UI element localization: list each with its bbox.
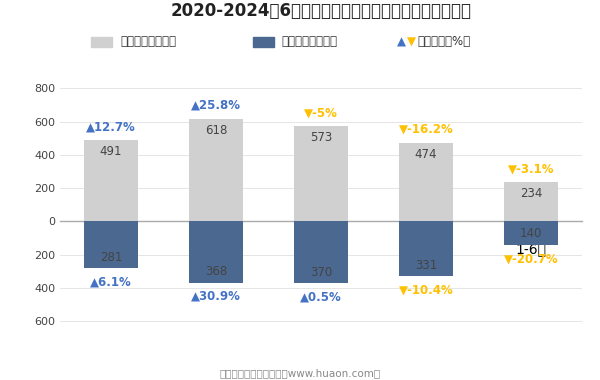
Text: 491: 491 <box>100 145 122 158</box>
Text: 制图：华经产业研究院（www.huaon.com）: 制图：华经产业研究院（www.huaon.com） <box>220 368 380 378</box>
Text: 618: 618 <box>205 124 227 136</box>
Text: 进口额（亿美元）: 进口额（亿美元） <box>282 35 338 48</box>
Text: ▼: ▼ <box>407 35 416 48</box>
Text: 出口额（亿美元）: 出口额（亿美元） <box>120 35 176 48</box>
Text: 234: 234 <box>520 187 542 200</box>
Bar <box>294 221 348 283</box>
Text: ▲30.9%: ▲30.9% <box>191 290 241 303</box>
Bar <box>189 119 244 221</box>
Bar <box>398 221 453 276</box>
Text: ▼-20.7%: ▼-20.7% <box>503 252 558 265</box>
Title: 2020-2024年6月南京市商品收发货人所在地进、出口额: 2020-2024年6月南京市商品收发货人所在地进、出口额 <box>170 2 472 20</box>
Text: 474: 474 <box>415 147 437 160</box>
Text: 368: 368 <box>205 265 227 279</box>
Text: ▲: ▲ <box>397 35 406 48</box>
Bar <box>294 126 348 221</box>
FancyBboxPatch shape <box>91 37 112 47</box>
Text: ▲0.5%: ▲0.5% <box>300 290 342 303</box>
Text: ▼-16.2%: ▼-16.2% <box>398 123 454 136</box>
Text: ▼-10.4%: ▼-10.4% <box>398 284 454 297</box>
Bar <box>503 221 558 245</box>
Bar <box>84 140 139 221</box>
Text: 331: 331 <box>415 259 437 272</box>
Text: ▲25.8%: ▲25.8% <box>191 99 241 112</box>
Text: ▼-3.1%: ▼-3.1% <box>508 163 554 176</box>
Text: 同比增长（%）: 同比增长（%） <box>418 35 470 48</box>
Text: 370: 370 <box>310 266 332 279</box>
Bar <box>84 221 139 268</box>
Text: ▲12.7%: ▲12.7% <box>86 120 136 133</box>
Bar <box>503 182 558 221</box>
Text: 140: 140 <box>520 228 542 241</box>
Text: ▲6.1%: ▲6.1% <box>90 276 132 288</box>
FancyBboxPatch shape <box>253 37 274 47</box>
Bar <box>398 142 453 221</box>
Text: 573: 573 <box>310 131 332 144</box>
Text: ▼-5%: ▼-5% <box>304 106 338 119</box>
Bar <box>189 221 244 283</box>
Text: 281: 281 <box>100 251 122 264</box>
